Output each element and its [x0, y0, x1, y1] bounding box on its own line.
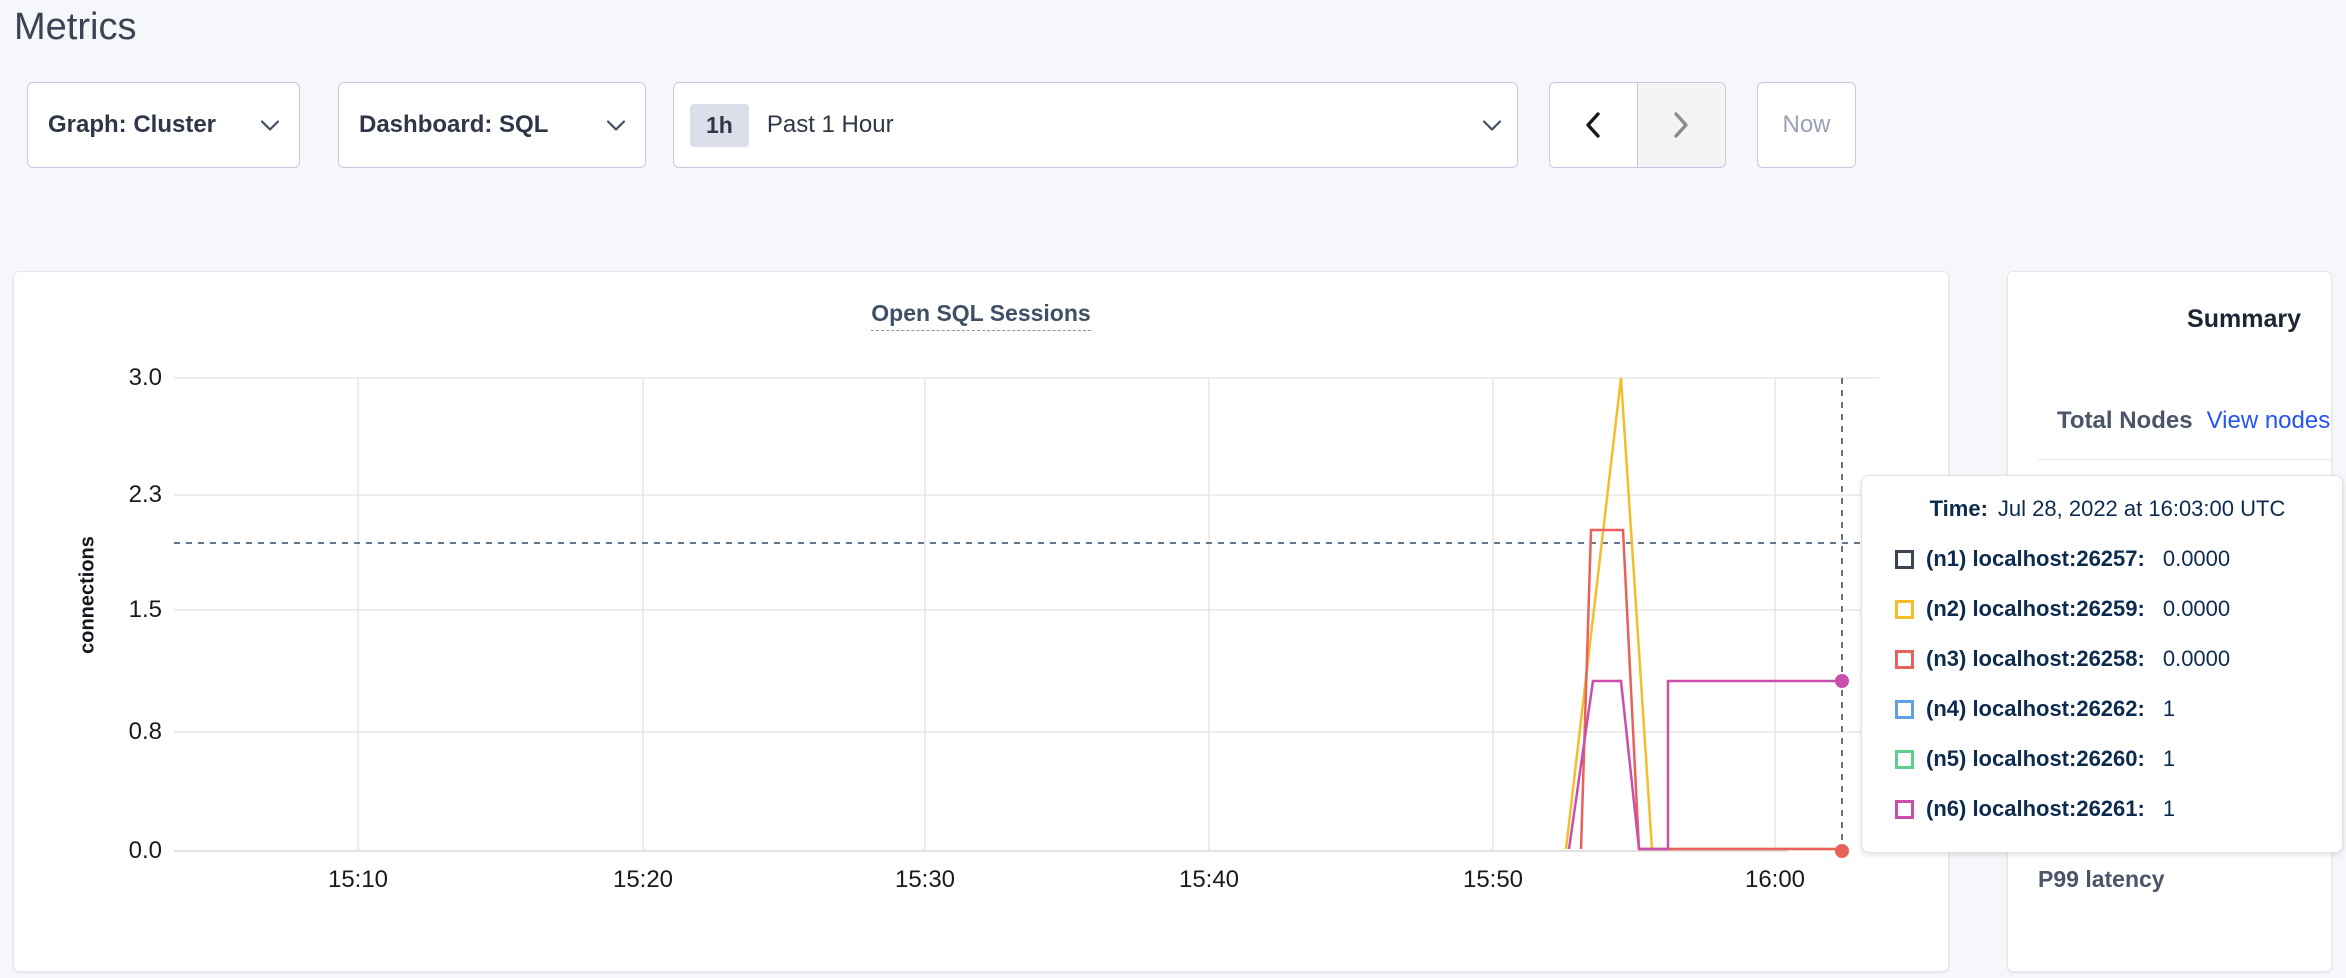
svg-text:3.0: 3.0: [129, 364, 162, 391]
svg-text:15:20: 15:20: [613, 866, 673, 893]
svg-text:15:50: 15:50: [1463, 866, 1523, 893]
svg-text:1.5: 1.5: [129, 596, 162, 623]
svg-text:2.3: 2.3: [129, 481, 162, 508]
svg-text:15:30: 15:30: [895, 866, 955, 893]
svg-text:0.8: 0.8: [129, 718, 162, 745]
svg-text:15:40: 15:40: [1179, 866, 1239, 893]
svg-text:15:10: 15:10: [328, 866, 388, 893]
svg-text:0.0: 0.0: [129, 837, 162, 864]
svg-text:16:00: 16:00: [1745, 866, 1805, 893]
